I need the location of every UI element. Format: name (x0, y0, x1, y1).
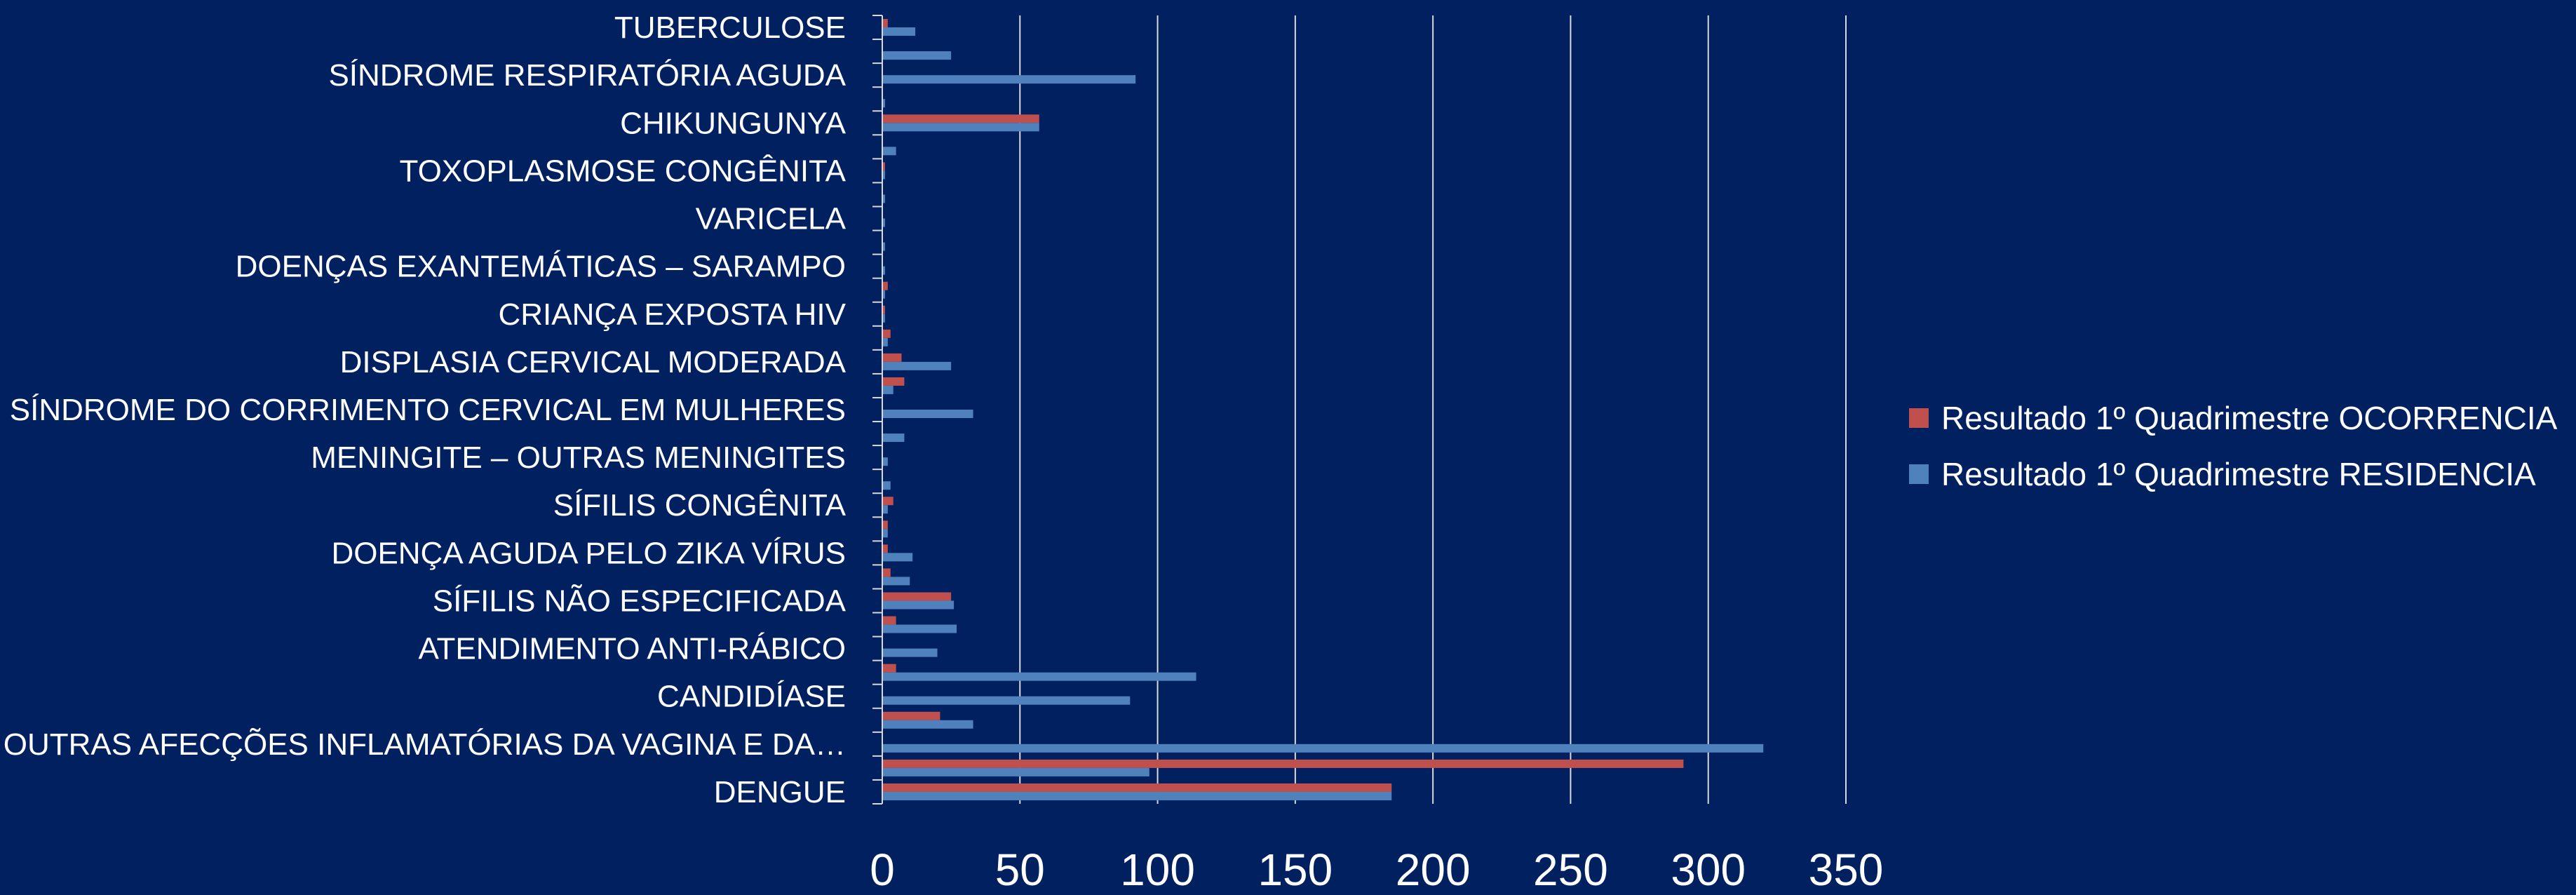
legend-label: Resultado 1º Quadrimestre RESIDENCIA (1941, 456, 2536, 492)
x-tick-label: 0 (870, 844, 895, 891)
x-tick-labels: 0 50 100 150 200 250 300 350 (870, 844, 1884, 895)
bar (882, 600, 955, 610)
bar (882, 305, 885, 314)
bar (882, 329, 891, 338)
bar (882, 194, 885, 203)
bar (882, 529, 888, 538)
bar (882, 791, 1392, 800)
bar (882, 520, 888, 530)
bar (882, 743, 1764, 753)
x-tick-label: 50 (995, 844, 1045, 891)
category-label: ATENDIMENTO ANTI-RÁBICO (418, 632, 846, 666)
category-label: SÍNDROME DO CORRIMENTO CERVICAL EM MULHE… (10, 393, 846, 427)
bar (882, 170, 885, 180)
bar (882, 544, 888, 553)
bar (882, 553, 913, 562)
bar (882, 290, 885, 299)
bar (882, 672, 1196, 681)
bar (882, 568, 891, 577)
bar (882, 75, 1136, 84)
bar (882, 19, 888, 28)
bar (882, 696, 1131, 705)
bar (882, 616, 896, 625)
x-tick-label: 100 (1120, 844, 1195, 891)
x-tick-label: 250 (1533, 844, 1608, 891)
category-label: DENGUE (714, 775, 846, 809)
x-tick-label: 350 (1809, 844, 1884, 891)
bar (882, 314, 885, 323)
bar (882, 377, 905, 386)
bar (882, 27, 916, 36)
bar (882, 505, 888, 514)
category-label: SÍNDROME RESPIRATÓRIA AGUDA (328, 58, 846, 93)
bar (882, 767, 1149, 776)
bar (882, 759, 1684, 768)
axes (872, 15, 883, 805)
bar (882, 114, 1039, 123)
bar (882, 242, 885, 251)
category-label: VARICELA (696, 202, 847, 236)
bar (882, 481, 891, 490)
x-tick-label: 300 (1671, 844, 1746, 891)
bar (882, 99, 885, 108)
bar (882, 648, 938, 657)
bar (882, 624, 957, 633)
legend-swatch (1909, 464, 1929, 484)
category-label: SÍFILIS NÃO ESPECIFICADA (433, 583, 847, 618)
bar (882, 433, 905, 443)
bar (882, 51, 952, 60)
grid-lines (1019, 15, 1847, 804)
category-label: TOXOPLASMOSE CONGÊNITA (400, 154, 847, 188)
category-label: SÍFILIS CONGÊNITA (553, 488, 847, 523)
x-tick-label: 200 (1396, 844, 1471, 891)
bar (882, 783, 1392, 792)
bar (882, 281, 888, 290)
bar (882, 361, 952, 370)
bar (882, 664, 896, 673)
category-label: CANDIDÍASE (657, 680, 846, 714)
bar (882, 711, 940, 720)
legend: Resultado 1º Quadrimestre OCORRENCIA Resu… (1909, 400, 2558, 492)
bars (882, 19, 1764, 800)
bar (882, 266, 885, 275)
bar (882, 353, 902, 362)
category-label: CHIKUNGUNYA (620, 106, 847, 140)
x-tick-label: 150 (1257, 844, 1333, 891)
category-label: DOENÇAS EXANTEMÁTICAS – SARAMPO (236, 250, 846, 284)
bar (882, 457, 888, 466)
bar (882, 123, 1039, 132)
category-label: DISPLASIA CERVICAL MODERADA (340, 345, 847, 379)
bar (882, 497, 893, 506)
category-label: DOENÇA AGUDA PELO ZIKA VÍRUS (331, 536, 846, 570)
category-labels: DENGUE OUTRAS AFECÇÕES INFLAMATÓRIAS DA V… (4, 11, 847, 809)
legend-swatch (1909, 408, 1929, 428)
category-label: OUTRAS AFECÇÕES INFLAMATÓRIAS DA VAGINA … (4, 727, 846, 762)
bar (882, 147, 896, 156)
bar (882, 385, 893, 394)
category-label: TUBERCULOSE (614, 11, 846, 45)
bar (882, 720, 973, 729)
bar (882, 162, 885, 171)
category-label: MENINGITE – OUTRAS MENINGITES (311, 440, 846, 475)
bar (882, 218, 885, 227)
bar (882, 577, 910, 586)
bar (882, 410, 973, 418)
bar (882, 337, 888, 346)
legend-label: Resultado 1º Quadrimestre OCORRENCIA (1941, 400, 2558, 436)
category-label: CRIANÇA EXPOSTA HIV (498, 297, 846, 332)
bar (882, 592, 952, 601)
